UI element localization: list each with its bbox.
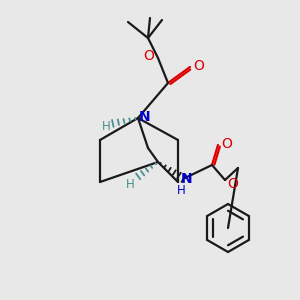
Text: N: N	[181, 172, 193, 186]
Text: O: O	[194, 59, 204, 73]
Text: H: H	[102, 119, 110, 133]
Text: O: O	[144, 49, 154, 63]
Text: O: O	[228, 177, 238, 191]
Text: N: N	[139, 110, 151, 124]
Text: H: H	[177, 184, 185, 197]
Text: H: H	[126, 178, 134, 190]
Text: O: O	[222, 137, 232, 151]
